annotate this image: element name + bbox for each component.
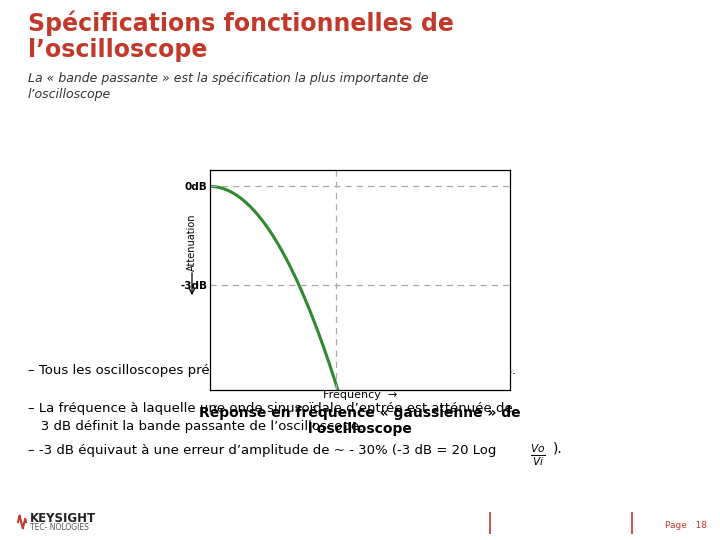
Text: La « bande passante » est la spécification la plus importante de
l’oscilloscope: La « bande passante » est la spécificati… [28,72,428,101]
Text: – La fréquence à laquelle une onde sinusoïdale d’entrée est atténuée de: – La fréquence à laquelle une onde sinus… [28,402,513,415]
Text: Page   18: Page 18 [665,522,707,530]
Text: $\frac{Vo}{Vi}$: $\frac{Vo}{Vi}$ [530,442,546,468]
Text: – Tous les oscilloscopes présentent une réponse en fréquence passe-bas.: – Tous les oscilloscopes présentent une … [28,364,516,377]
Text: – -3 dB équivaut à une erreur d’amplitude de ~ - 30% (-3 dB = 20 Log: – -3 dB équivaut à une erreur d’amplitud… [28,444,496,457]
Text: Frequency  →: Frequency → [323,390,397,400]
Text: l’oscilloscope: l’oscilloscope [307,422,413,436]
Text: Attenuation: Attenuation [187,213,197,271]
Text: $f_{BW}$: $f_{BW}$ [327,376,345,390]
Text: ).: ). [553,442,563,456]
Text: 3 dB définit la bande passante de l’oscilloscope.: 3 dB définit la bande passante de l’osci… [28,420,364,433]
Text: Réponse en fréquence « gaussienne » de: Réponse en fréquence « gaussienne » de [199,406,521,421]
Text: TEC- NOLOGIES: TEC- NOLOGIES [30,523,89,531]
Text: Spécifications fonctionnelles de
l’oscilloscope: Spécifications fonctionnelles de l’oscil… [28,10,454,62]
Text: KEYSIGHT: KEYSIGHT [30,511,96,524]
